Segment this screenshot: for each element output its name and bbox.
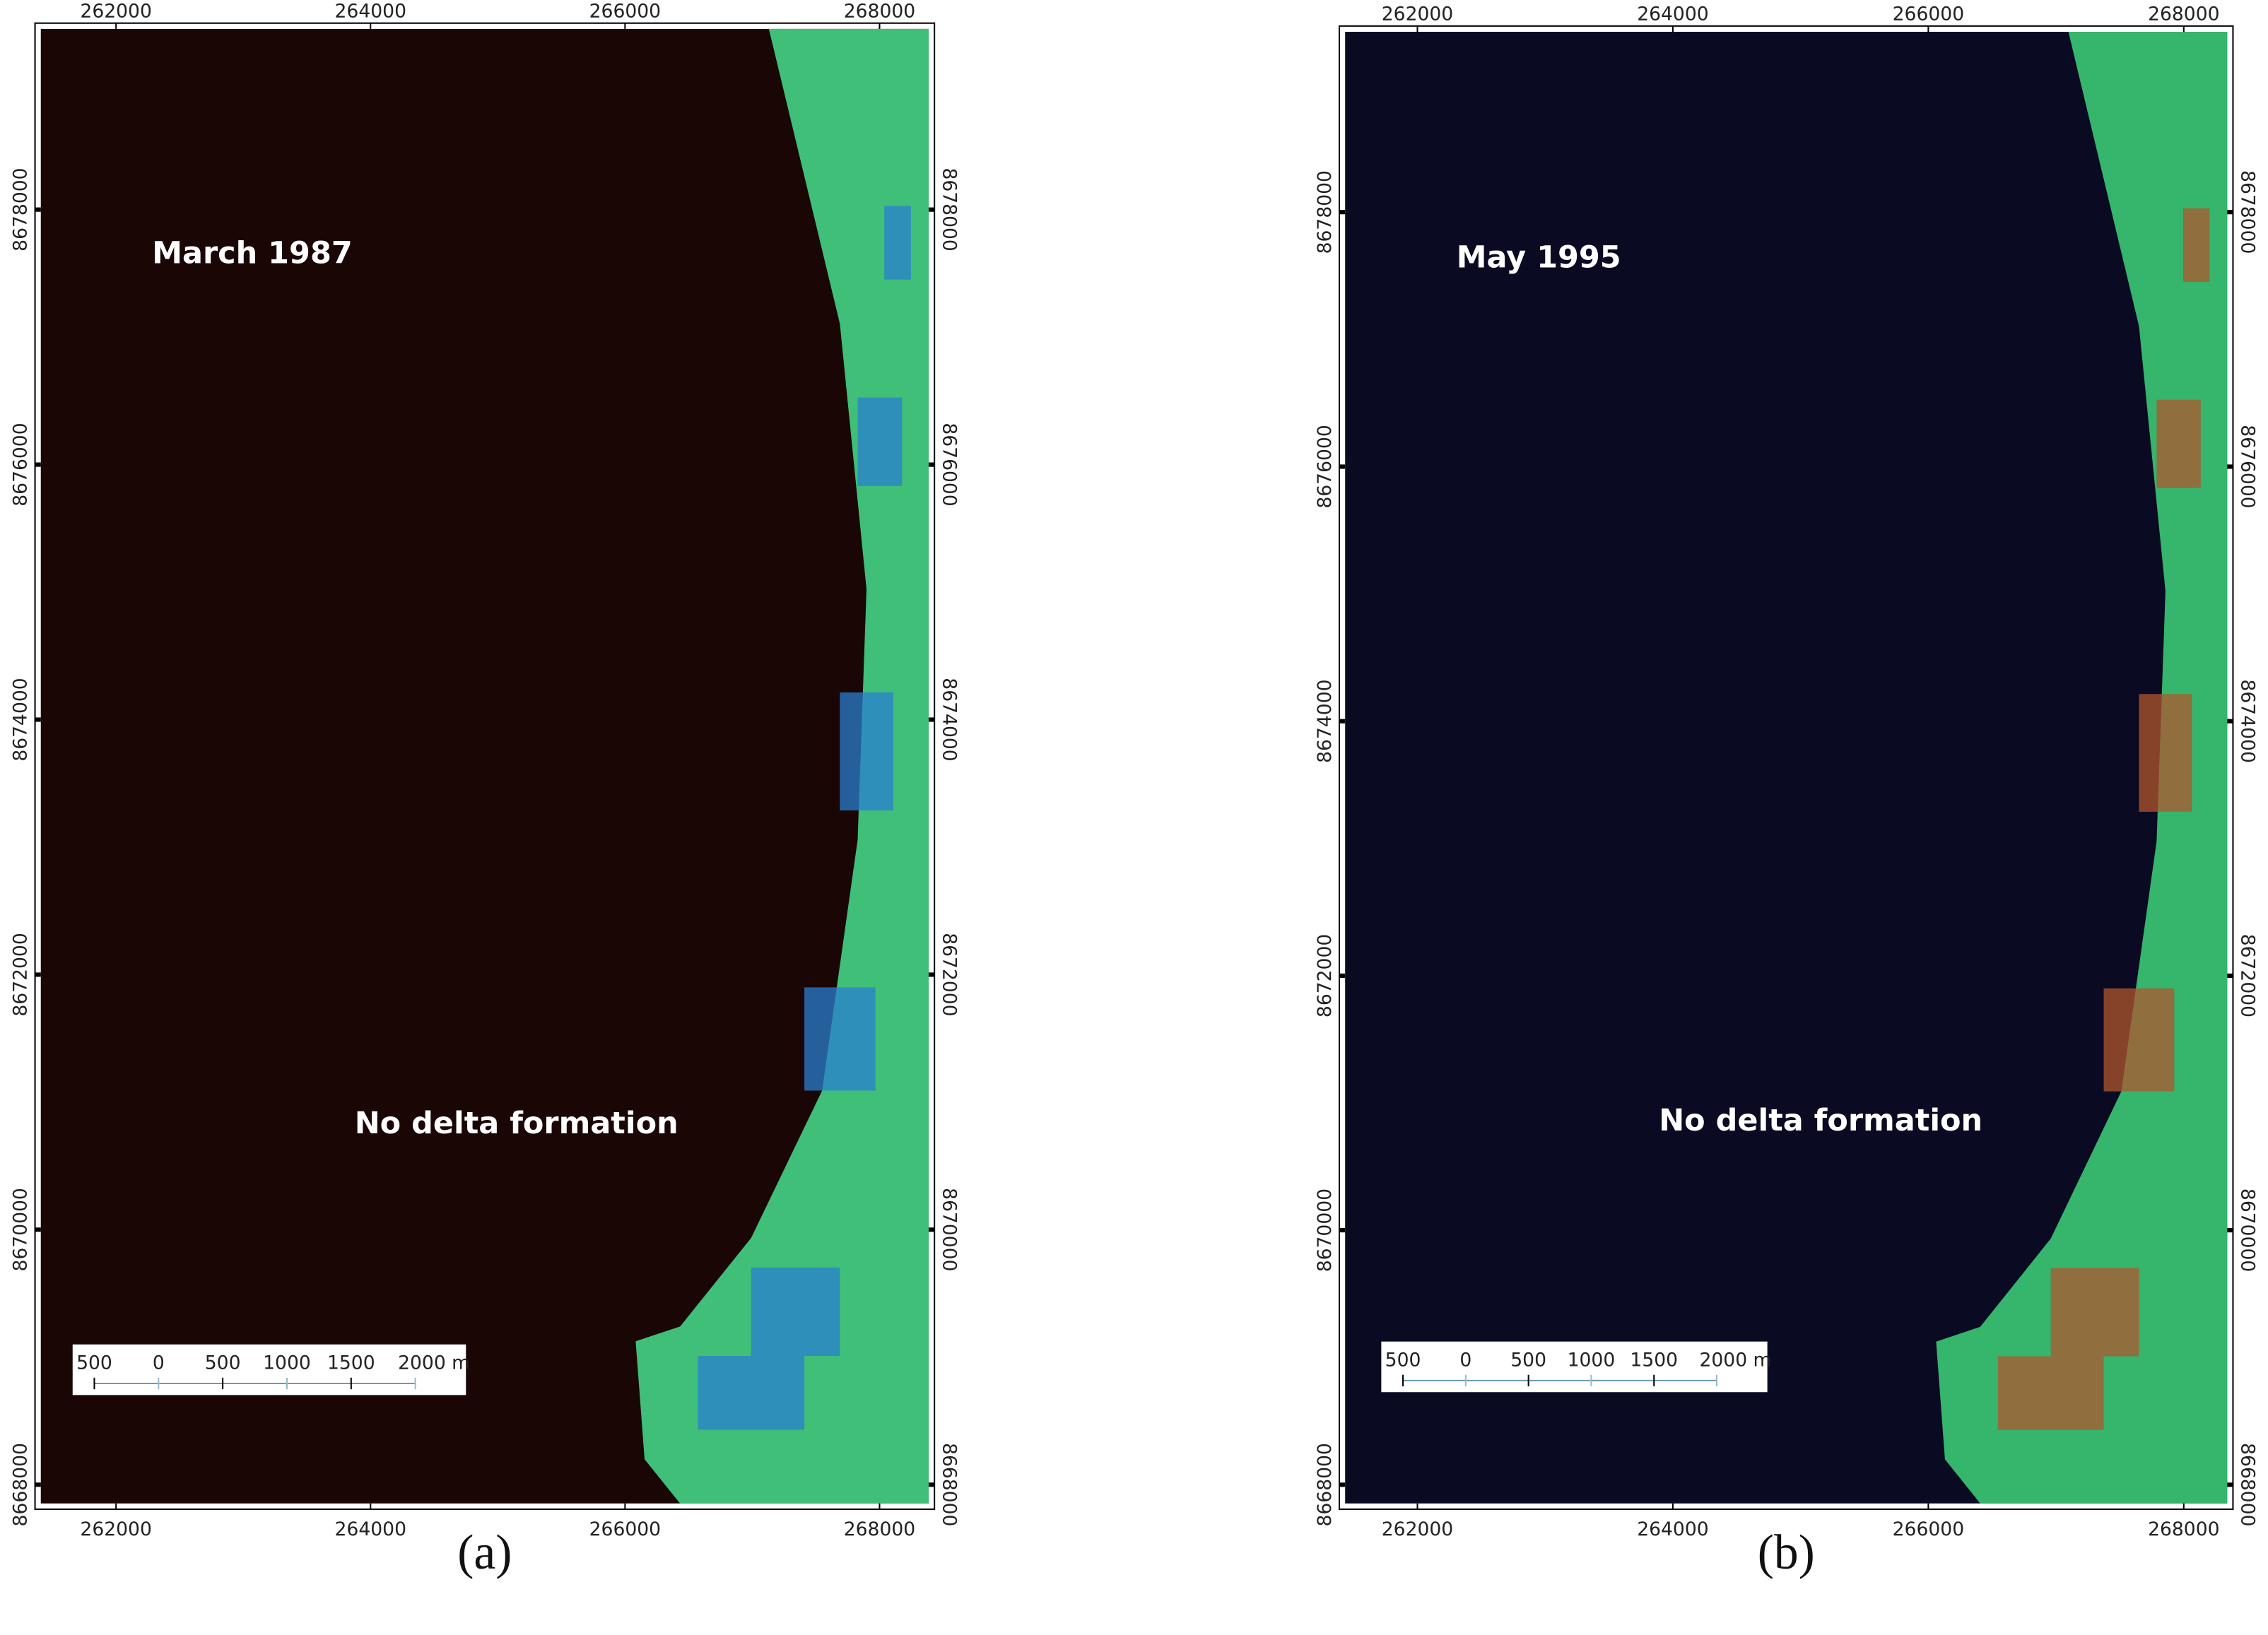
y-tick-label: 8670000 (9, 1188, 31, 1271)
y-tick-label: 8670000 (1314, 1188, 1336, 1272)
scale-bar-label: 500 (1385, 1349, 1421, 1371)
scale-bar-label: 1000 (263, 1352, 311, 1374)
x-tick-label: 266000 (589, 1518, 661, 1540)
y-tick-label: 8670000 (938, 1188, 960, 1271)
x-tick-label: 264000 (1637, 4, 1708, 25)
field-patch (2050, 1268, 2139, 1357)
y-tick-label: 8668000 (2237, 1443, 2259, 1526)
scale-bar-label: 0 (1459, 1349, 1471, 1371)
field-patch (751, 1267, 840, 1357)
field-patch (804, 987, 876, 1091)
map-label: March 1987 (152, 235, 352, 271)
scale-bar-label: 1500 (327, 1352, 375, 1374)
y-tick-label: 8676000 (938, 423, 960, 506)
field-patch (840, 692, 893, 810)
y-tick-label: 8672000 (938, 933, 960, 1016)
caption: (a) (457, 1525, 512, 1580)
field-patch (857, 397, 903, 486)
scale-bar-label: 500 (205, 1352, 241, 1374)
x-tick-label: 264000 (335, 1, 406, 23)
scale-bar-box (1381, 1341, 1768, 1393)
map-annotation: No delta formation (355, 1106, 678, 1141)
scale-bar-label: 500 (1510, 1349, 1546, 1371)
y-tick-label: 8678000 (9, 167, 31, 251)
land (1936, 32, 2228, 1504)
scale-bar-label: 1500 (1630, 1349, 1678, 1371)
x-tick-label: 266000 (1893, 1518, 1964, 1540)
y-tick-label: 8672000 (2237, 934, 2259, 1017)
x-tick-label: 264000 (1637, 1518, 1708, 1540)
field-patch (2156, 399, 2201, 488)
y-tick-label: 8674000 (938, 678, 960, 761)
scale-bar-label: 0 (153, 1352, 165, 1374)
y-tick-label: 8670000 (2237, 1188, 2259, 1272)
x-tick-label: 268000 (844, 1, 915, 23)
scale-bar-label: 1000 (1568, 1349, 1616, 1371)
y-tick-label: 8668000 (938, 1443, 960, 1526)
y-tick-label: 8672000 (1314, 934, 1336, 1017)
scale-bar-label: 500 (76, 1352, 112, 1374)
y-tick-label: 8668000 (1314, 1443, 1336, 1526)
land (635, 28, 929, 1504)
y-tick-label: 8678000 (1314, 170, 1336, 254)
x-tick-label: 268000 (2148, 4, 2219, 25)
x-tick-label: 266000 (1893, 4, 1964, 25)
field-patch (1997, 1356, 2104, 1430)
y-tick-label: 8676000 (2237, 425, 2259, 508)
x-tick-label: 268000 (844, 1518, 915, 1540)
x-tick-label: 264000 (335, 1518, 406, 1540)
map-annotation: No delta formation (1659, 1103, 1982, 1138)
y-tick-label: 8674000 (9, 678, 31, 761)
x-tick-label: 262000 (1382, 4, 1453, 25)
y-tick-label: 8678000 (2237, 170, 2259, 254)
y-tick-label: 8678000 (938, 167, 960, 251)
y-tick-label: 8674000 (1314, 679, 1336, 762)
scale-bar-label: 2000 m (398, 1352, 470, 1374)
x-tick-label: 266000 (589, 1, 661, 23)
field-patch (2139, 694, 2192, 812)
y-tick-label: 8668000 (9, 1443, 31, 1526)
field-patch (698, 1356, 805, 1430)
y-tick-label: 8676000 (9, 423, 31, 506)
y-tick-label: 8672000 (9, 933, 31, 1016)
map-label: May 1995 (1457, 240, 1621, 276)
x-tick-label: 262000 (1382, 1518, 1453, 1540)
field-patch (2182, 208, 2210, 283)
field-patch (884, 206, 911, 280)
y-tick-label: 8676000 (1314, 425, 1336, 508)
scale-bar-label: 2000 m (1699, 1349, 1771, 1371)
y-tick-label: 8674000 (2237, 679, 2259, 762)
x-tick-label: 268000 (2148, 1518, 2219, 1540)
caption: (b) (1758, 1525, 1815, 1580)
x-tick-label: 262000 (80, 1518, 151, 1540)
field-patch (2103, 988, 2175, 1092)
scale-bar-box (72, 1344, 466, 1395)
x-tick-label: 262000 (80, 1, 151, 23)
